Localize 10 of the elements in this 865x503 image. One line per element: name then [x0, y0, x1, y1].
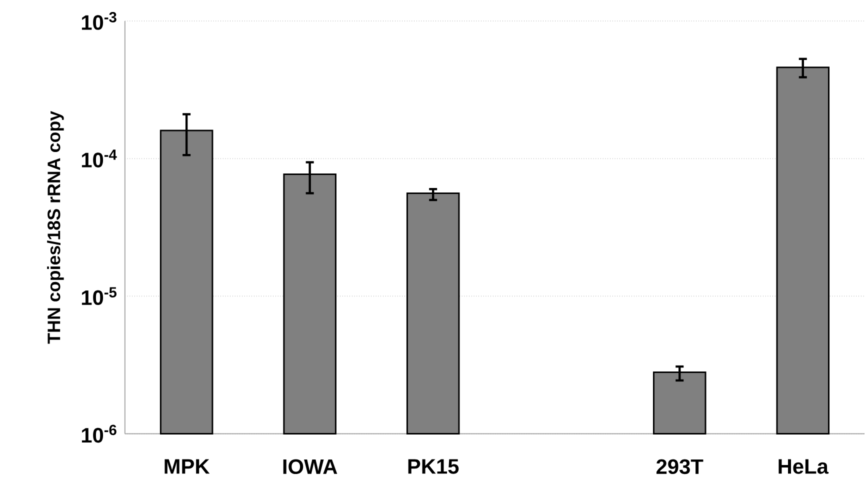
x-tick-label: MPK — [164, 459, 210, 474]
y-tick-label: 10$^{-6}$ — [82, 424, 116, 443]
x-tick-label: IOWA — [283, 459, 338, 474]
x-tick-label: 293T — [656, 459, 704, 474]
x-tick-label: HeLa — [778, 459, 829, 474]
y-tick-label: 10$^{-3}$ — [82, 12, 116, 30]
x-tick-label: PK15 — [408, 459, 459, 474]
y-tick-label: 10$^{-4}$ — [82, 150, 117, 168]
y-axis-title: THN copies/18S rRNA copy — [47, 111, 64, 344]
y-tick-label: 10$^{-5}$ — [82, 287, 117, 306]
